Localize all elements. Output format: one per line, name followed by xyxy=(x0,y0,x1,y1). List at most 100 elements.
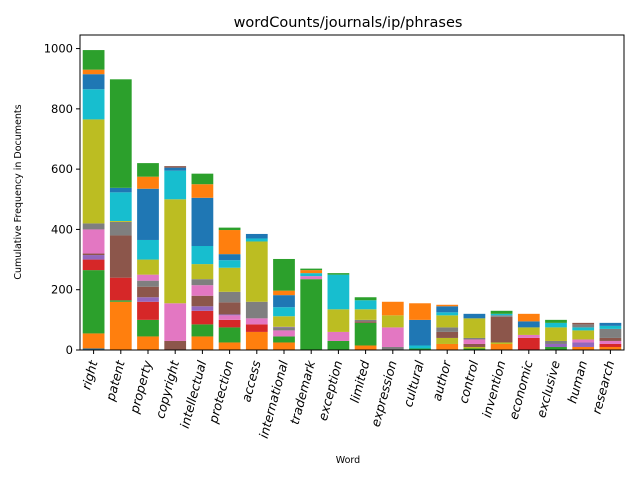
bar-segment-expression xyxy=(381,301,404,316)
bar-segment-control xyxy=(463,318,486,338)
bar-segment-human xyxy=(572,339,595,343)
bar-segment-invention xyxy=(490,310,513,314)
bar-segment-invention xyxy=(490,316,513,343)
bar-segment-right xyxy=(82,259,105,271)
bar-segment-human xyxy=(572,346,595,350)
bar-segment-research xyxy=(599,340,622,344)
bar-segment-cultural xyxy=(409,348,431,350)
bar-segment-economic xyxy=(517,313,540,322)
bar-segment-limited xyxy=(354,319,377,322)
y-tick-label: 0 xyxy=(66,343,73,357)
bar-segment-intellectual xyxy=(191,264,214,280)
bar-segment-control xyxy=(463,337,486,340)
bar-segment-access xyxy=(245,301,268,319)
bar-segment-international xyxy=(273,330,295,337)
x-tick-label: right xyxy=(78,358,100,391)
bar-segment-expression xyxy=(381,327,404,347)
bar-segment-invention xyxy=(490,315,513,317)
y-axis-label: Cumulative Frequency in Documents xyxy=(13,104,24,279)
bar-segment-intellectual xyxy=(191,285,214,296)
bar-segment-exclusive xyxy=(545,346,567,350)
bar-segment-invention xyxy=(490,342,513,344)
bar-segment-trademark xyxy=(300,276,323,280)
bar-segment-intellectual xyxy=(191,197,214,247)
bar-segment-intellectual xyxy=(191,310,214,325)
bar-segment-protection xyxy=(218,327,241,343)
bar-segment-international xyxy=(273,336,295,343)
bar-segment-right xyxy=(82,253,105,256)
x-tick-label: exception xyxy=(315,359,345,422)
bar-segment-right xyxy=(82,89,105,120)
bar-segment-limited xyxy=(354,309,377,320)
bar-segment-property xyxy=(137,286,159,298)
bar-segment-access xyxy=(245,238,268,242)
x-tick-label: exclusive xyxy=(533,359,563,420)
bar-segment-exception xyxy=(327,273,350,275)
bar-segment-protection xyxy=(218,260,241,268)
y-tick-label: 800 xyxy=(51,102,73,116)
bar-segment-exclusive xyxy=(545,343,567,347)
bar-segment-intellectual xyxy=(191,246,214,265)
bar-segment-access xyxy=(245,318,268,325)
bar-segment-control xyxy=(463,339,486,344)
bar-segment-cultural xyxy=(409,303,431,320)
bar-segment-author xyxy=(436,327,459,332)
bar-segment-trademark xyxy=(300,273,323,277)
bar-segment-international xyxy=(273,326,295,328)
bar-segment-patent xyxy=(109,301,132,350)
bar-segment-intellectual xyxy=(191,306,214,311)
bar-segment-property xyxy=(137,259,159,275)
bar-segment-international xyxy=(273,327,295,331)
x-tick-label: cultural xyxy=(400,358,427,408)
chart-title: wordCounts/journals/ip/phrases xyxy=(234,15,463,31)
bar-segment-trademark xyxy=(300,279,323,350)
bar-segment-property xyxy=(137,297,159,302)
bar-segment-exception xyxy=(327,340,350,350)
bar-segment-author xyxy=(436,331,459,338)
bar-segment-patent xyxy=(109,192,132,221)
x-tick-label: invention xyxy=(479,359,509,419)
x-tick-label: human xyxy=(564,359,590,405)
bar-segment-human xyxy=(572,322,595,325)
bar-segment-exclusive xyxy=(545,327,567,341)
bar-segment-intellectual xyxy=(191,173,214,185)
x-tick-label: limited xyxy=(347,359,373,405)
bar-segment-patent xyxy=(109,79,132,188)
bar-segment-property xyxy=(137,301,159,320)
bar-segment-international xyxy=(273,290,295,296)
bar-segment-limited xyxy=(354,300,377,310)
bar-segment-control xyxy=(463,346,486,349)
bar-segment-invention xyxy=(490,343,513,350)
bar-segment-human xyxy=(572,342,595,347)
bar-segment-human xyxy=(572,330,595,340)
bar-segment-exception xyxy=(327,331,350,341)
bar-segment-control xyxy=(463,313,486,319)
bar-segment-patent xyxy=(109,235,132,278)
bars-layer xyxy=(82,50,622,350)
x-tick-label: expression xyxy=(368,359,400,429)
x-tick-label: research xyxy=(589,359,618,416)
bar-segment-research xyxy=(599,328,622,338)
bar-segment-copyright xyxy=(164,199,187,304)
bar-segment-access xyxy=(245,324,268,332)
bar-segment-copyright xyxy=(164,303,187,341)
bar-segment-limited xyxy=(354,322,377,346)
bar-segment-human xyxy=(572,324,595,328)
bar-segment-access xyxy=(245,241,268,302)
bar-segment-research xyxy=(599,337,622,341)
bar-segment-research xyxy=(599,325,622,329)
y-tick-label: 400 xyxy=(51,222,73,236)
bar-segment-property xyxy=(137,239,159,260)
bar-segment-right xyxy=(82,223,105,230)
x-tick-label: control xyxy=(456,358,482,405)
bar-segment-trademark xyxy=(300,268,323,271)
y-tick-label: 1000 xyxy=(44,42,73,56)
bar-segment-author xyxy=(436,306,459,313)
bar-segment-right xyxy=(82,69,105,75)
x-tick-label: economic xyxy=(506,359,536,421)
bar-segment-limited xyxy=(354,297,377,301)
bar-segment-patent xyxy=(109,277,132,301)
x-tick-label: property xyxy=(126,358,155,415)
bar-segment-author xyxy=(436,337,459,344)
